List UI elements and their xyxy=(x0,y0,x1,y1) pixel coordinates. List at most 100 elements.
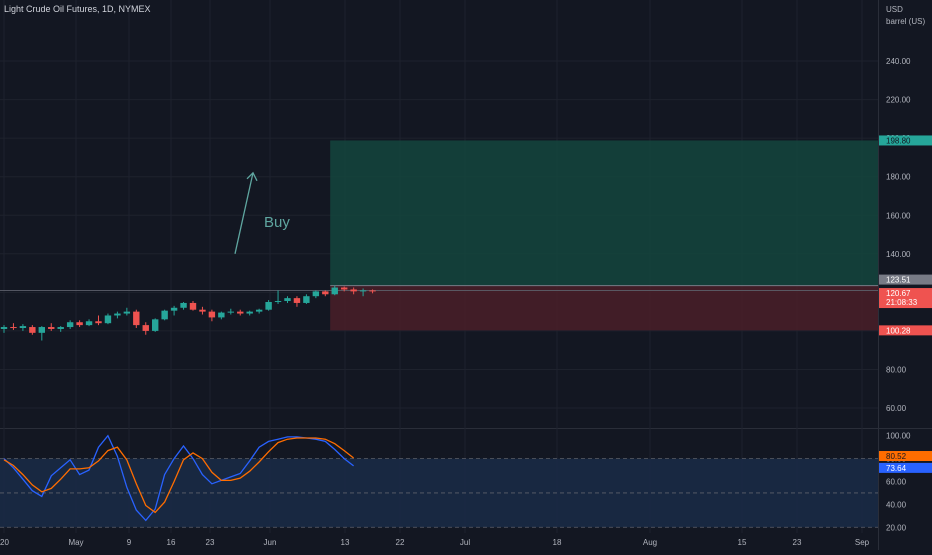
candle xyxy=(369,289,376,294)
countdown-text: 21:08:33 xyxy=(886,298,918,307)
candle-body xyxy=(293,298,301,303)
price-tick-label: 240.00 xyxy=(886,57,911,66)
stop-price-badge-bg xyxy=(879,325,932,336)
candle-body xyxy=(161,310,168,320)
candle-body xyxy=(29,327,36,333)
target-price-badge-bg xyxy=(879,135,932,146)
candle xyxy=(274,290,282,304)
candle xyxy=(29,325,36,335)
candle xyxy=(57,326,64,332)
candle xyxy=(255,308,263,314)
stochastic-pane xyxy=(0,434,878,528)
price-series: Buy xyxy=(0,171,878,341)
entry-price-badge: 123.51 xyxy=(879,274,932,285)
candle xyxy=(152,318,159,332)
time-tick-label: 22 xyxy=(396,538,405,547)
candle xyxy=(123,307,131,316)
currency-unit[interactable]: USD barrel (US) xyxy=(886,4,925,28)
candle-body xyxy=(0,327,8,329)
time-tick-label: 16 xyxy=(167,538,176,547)
stoch-tick-label: 100.00 xyxy=(886,432,911,441)
candle-body xyxy=(189,302,197,310)
candle xyxy=(341,286,348,292)
candle xyxy=(95,315,102,326)
price-tick-label: 160.00 xyxy=(886,211,911,220)
stop-price-badge: 100.28 xyxy=(879,325,932,336)
time-tick-label: Sep xyxy=(855,538,870,547)
buy-annotation: Buy xyxy=(264,214,290,231)
stoch-d-badge-bg xyxy=(879,451,932,462)
candle-body xyxy=(237,311,244,314)
time-tick-label: 20 xyxy=(0,538,9,547)
candle xyxy=(76,320,83,328)
stoch-d-badge-text: 80.52 xyxy=(886,452,907,461)
time-axis[interactable]: 20 May 9 16 23 Jun 13 22 Jul 18 Aug 15 23 Sep xyxy=(0,538,870,547)
candle xyxy=(322,290,329,297)
candle-body xyxy=(104,315,112,324)
candle-body xyxy=(152,319,159,331)
candle xyxy=(170,305,178,316)
target-price-badge-text: 198.80 xyxy=(886,136,911,145)
stop-price-badge-text: 100.28 xyxy=(886,326,911,335)
stoch-d-badge: 80.52 xyxy=(879,451,932,462)
candle xyxy=(0,325,8,333)
candle xyxy=(312,290,320,299)
candle-body xyxy=(170,307,178,311)
price-tick-label: 80.00 xyxy=(886,365,907,374)
long-position-tool[interactable] xyxy=(330,140,878,331)
candle xyxy=(66,320,74,329)
candle-body xyxy=(303,296,310,303)
candle-body xyxy=(274,301,282,303)
candle-body xyxy=(66,322,74,328)
candle-body xyxy=(246,311,253,314)
candle-body xyxy=(57,327,64,329)
candle-body xyxy=(341,287,348,290)
candle-body xyxy=(142,325,149,331)
stoch-band xyxy=(0,458,878,528)
candle xyxy=(189,301,197,311)
entry-price-badge-text: 123.51 xyxy=(886,276,911,285)
time-tick-label: May xyxy=(68,538,83,547)
stoch-k-line xyxy=(3,434,354,522)
buy-arrow-line xyxy=(234,172,254,254)
symbol-title[interactable]: Light Crude Oil Futures, 1D, NYMEX xyxy=(4,4,151,14)
candle-body xyxy=(76,322,83,326)
candle-body xyxy=(331,287,338,295)
unit-label: barrel (US) xyxy=(886,17,926,26)
time-tick-label: 18 xyxy=(553,538,562,547)
candle-body xyxy=(199,309,206,312)
stoch-tick-label: 40.00 xyxy=(886,500,907,509)
current-price-badge-bg xyxy=(879,288,932,309)
candle xyxy=(10,323,17,330)
candle xyxy=(38,326,45,341)
candle-body xyxy=(19,326,27,329)
candle-body xyxy=(284,298,291,302)
candle xyxy=(199,306,206,315)
price-tick-label: 140.00 xyxy=(886,250,911,259)
current-price-text: 120.67 xyxy=(886,289,911,298)
candle-body xyxy=(312,291,320,297)
stop-loss-zone xyxy=(330,285,878,331)
stoch-tick-label: 60.00 xyxy=(886,478,907,487)
stoch-k-badge-text: 73.64 xyxy=(886,464,907,473)
price-tick-label: 220.00 xyxy=(886,96,911,105)
time-tick-label: 9 xyxy=(127,538,132,547)
time-tick-label: Jun xyxy=(264,538,277,547)
candle-body xyxy=(208,311,216,318)
candle-body xyxy=(123,311,131,314)
stoch-d-line xyxy=(3,437,355,514)
candle xyxy=(104,313,112,325)
candle xyxy=(227,308,234,315)
candle xyxy=(265,300,272,311)
time-tick-label: 15 xyxy=(738,538,747,547)
currency-code: USD xyxy=(886,5,903,14)
candle xyxy=(246,310,253,316)
candle-body xyxy=(114,313,121,316)
price-tick-label: 180.00 xyxy=(886,173,911,182)
profit-zone xyxy=(330,140,878,286)
time-tick-label: 13 xyxy=(341,538,350,547)
